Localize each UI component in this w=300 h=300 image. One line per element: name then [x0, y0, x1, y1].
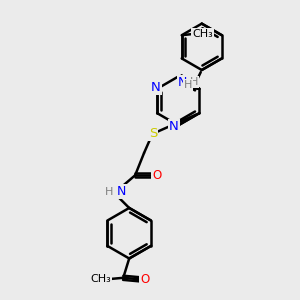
- Text: H: H: [190, 77, 198, 87]
- Text: N: N: [178, 76, 188, 89]
- Text: N: N: [116, 185, 126, 198]
- Text: H: H: [184, 80, 192, 90]
- Text: O: O: [152, 169, 161, 182]
- Text: N: N: [169, 120, 179, 133]
- Text: S: S: [149, 127, 157, 140]
- Text: CH₃: CH₃: [192, 29, 213, 39]
- Text: H: H: [104, 187, 113, 196]
- Text: N: N: [151, 81, 160, 94]
- Text: O: O: [140, 273, 150, 286]
- Text: CH₃: CH₃: [90, 274, 111, 284]
